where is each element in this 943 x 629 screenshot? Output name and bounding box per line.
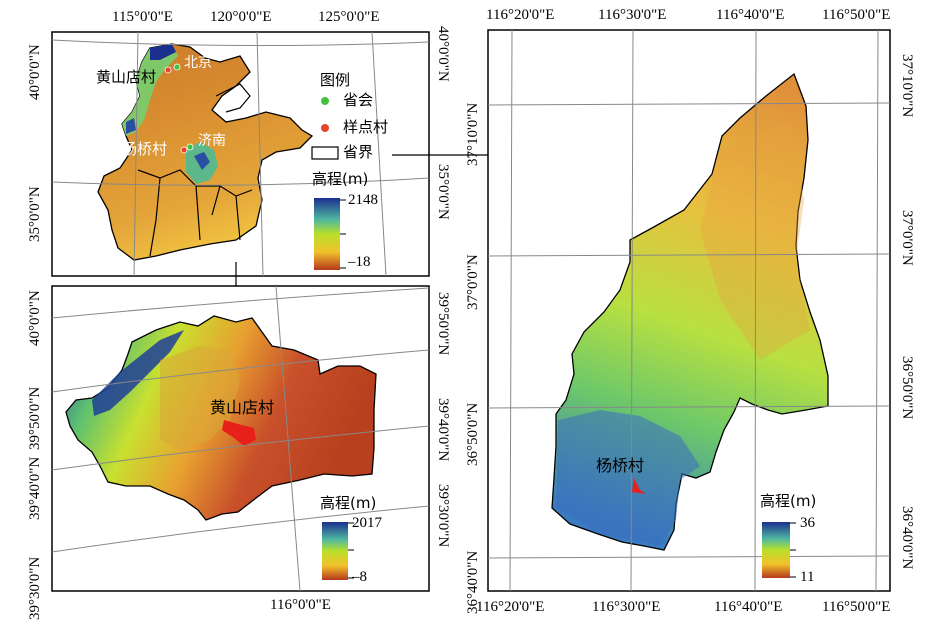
place-yangqiao-label: 杨桥村 [122,140,168,158]
legend-capital-label: 省会 [343,91,374,109]
place-huangshandian-label: 黄山店村 [96,68,157,86]
legend-capital-icon [321,97,329,105]
panel-a-lon-label-2: 120°0'0"E [210,9,272,25]
panel-c-right-lat-2: 37°0'0"N [899,210,915,266]
panel-c-top-lon-1: 116°20'0"E [486,7,555,23]
panel-b-left-lat-2: 39°50'0"N [27,386,43,450]
panel-c-bottom-lon-2: 116°30'0"E [592,599,661,615]
capital-beijing-dot [173,63,181,71]
panel-c-left-lat-4: 36°40'0"N [465,550,481,614]
panel-c-bottom-lon-4: 116°50'0"E [822,599,891,615]
huangshandian-village-polygon [222,420,256,446]
sample-yangqiao-dot [180,146,188,154]
panel-a-map [51,31,430,277]
legend-sample-label: 样点村 [343,118,389,136]
legend-sample-icon [321,124,329,132]
panel-b-right-lat-1: 39°50'0"N [435,292,451,356]
panel-b-lon-label: 116°0'0"E [270,597,331,613]
panel-b-right-lat-3: 39°30'0"N [435,484,451,548]
legend-title: 图例 [320,71,351,89]
panel-b-village-label: 黄山店村 [210,398,275,417]
panel-c-map [487,29,891,592]
panel-a-left-lat-1: 40°0'0"N [27,44,43,100]
legend-b-max: 2017 [352,515,382,531]
capital-jinan-dot [186,143,194,151]
panel-a-right-lat-1: 40°0'0"N [435,26,451,82]
legend-boundary-label: 省界 [343,143,374,161]
legend-elevation-bar [314,198,340,270]
panel-b-right-lat-2: 39°40'0"N [435,398,451,462]
legend-c-elevation-title: 高程(m) [760,492,817,510]
panel-c-bottom-lon-3: 116°40'0"E [714,599,783,615]
panel-c-right-lat-4: 36°40'0"N [899,506,915,570]
panel-a-right-lat-2: 35°0'0"N [435,164,451,220]
legend-c-min: 11 [800,569,815,585]
panel-c-right-lat-1: 37°10'0"N [899,54,915,118]
legend-a-elevation-title: 高程(m) [312,170,369,188]
legend-boundary-icon [311,146,339,160]
panel-c-top-lon-3: 116°40'0"E [716,7,785,23]
panel-a-lon-label-3: 125°0'0"E [318,9,380,25]
yangqiao-village-polygon [632,478,646,494]
legend-a-max: 2148 [348,192,378,208]
region-mountains [122,44,178,136]
place-jinan-label: 济南 [198,133,226,149]
panel-c-village-label: 杨桥村 [596,456,645,475]
panel-b-left-lat-4: 39°30'0"N [27,556,43,620]
legend-b-min: –8 [352,569,367,585]
panel-c-bottom-lon-1: 116°20'0"E [476,599,545,615]
sample-huangshandian-dot [164,66,172,74]
panel-b-map [51,285,430,592]
legend-c-elevation-bar [762,522,790,578]
panel-c-left-lat-3: 36°50'0"N [465,402,481,466]
legend-c-max: 36 [800,515,815,531]
panel-c-top-lon-4: 116°50'0"E [822,7,891,23]
panel-c-left-lat-1: 37°10'0"N [465,102,481,166]
panel-c-top-lon-2: 116°30'0"E [598,7,667,23]
panel-c-left-lat-2: 37°0'0"N [465,254,481,310]
panel-a-lon-label-1: 115°0'0"E [112,9,173,25]
legend-a-min: –18 [348,254,371,270]
legend-b-elevation-title: 高程(m) [320,494,377,512]
panel-c-right-lat-3: 36°50'0"N [899,356,915,420]
legend-b-elevation-bar [322,522,348,580]
panel-b-left-lat-1: 40°0'0"N [27,290,43,346]
place-beijing-label: 北京 [184,55,212,71]
panel-b-left-lat-3: 39°40'0"N [27,456,43,520]
panel-a-left-lat-2: 35°0'0"N [27,186,43,242]
